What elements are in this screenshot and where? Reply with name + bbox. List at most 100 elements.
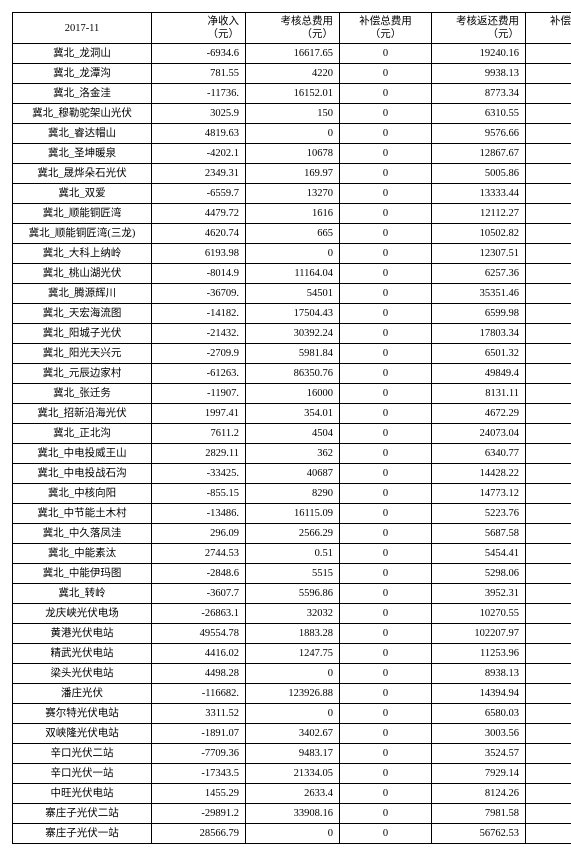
header-row: 2017-11 净收入（元） 考核总费用（元） 补偿总费用（元） 考核返还费用（… — [13, 13, 571, 44]
cell: 3311.52 — [152, 704, 246, 724]
cell: 5590.19 — [526, 644, 571, 664]
cell: 0 — [340, 564, 432, 584]
cell: 8773.34 — [432, 84, 526, 104]
row-name: 冀北_晟烨朵石光伏 — [13, 164, 152, 184]
cell: 0 — [340, 184, 432, 204]
cell: 4357.99 — [526, 84, 571, 104]
cell: 3003.56 — [432, 724, 526, 744]
row-name: 冀北_腾源辉川 — [13, 284, 152, 304]
table-row: 冀北_转岭-3607.75596.8603952.311963.24 — [13, 584, 571, 604]
cell: 56762.53 — [432, 824, 526, 844]
row-name: 冀北_招新沿海光伏 — [13, 404, 152, 424]
cell: -21432. — [152, 324, 246, 344]
cell: 9557.19 — [526, 44, 571, 64]
cell: 49554.78 — [152, 624, 246, 644]
cell: 4498.28 — [152, 664, 246, 684]
cell: 5687.58 — [432, 524, 526, 544]
cell: 3964.7 — [526, 804, 571, 824]
cell: 0 — [340, 544, 432, 564]
cell: 10270.55 — [432, 604, 526, 624]
table-row: 中旺光伏电站1455.292633.408124.264035.58 — [13, 784, 571, 804]
cell: 2320.87 — [526, 404, 571, 424]
cell: 0 — [340, 364, 432, 384]
cell: 1750.76 — [526, 744, 571, 764]
cell: 0 — [340, 344, 432, 364]
table-row: 冀北_元辰边家村-61263.86350.76049849.424761.76 — [13, 364, 571, 384]
table-row: 冀北_阳光天兴元-2709.95981.8406501.323229.41 — [13, 344, 571, 364]
row-name: 冀北_中能素汰 — [13, 544, 152, 564]
cell: 16115.09 — [246, 504, 340, 524]
cell: 0 — [246, 664, 340, 684]
header-col-2: 考核总费用（元） — [246, 13, 340, 44]
cell: 0 — [340, 404, 432, 424]
cell: 5217.08 — [526, 224, 571, 244]
row-name: 冀北_天宏海流图 — [13, 304, 152, 324]
cell: 2709.37 — [526, 544, 571, 564]
cell: 14773.12 — [432, 484, 526, 504]
cell: 0 — [340, 144, 432, 164]
cell: 7929.14 — [432, 764, 526, 784]
cell: 3229.41 — [526, 344, 571, 364]
cell: 32032 — [246, 604, 340, 624]
cell: 102207.97 — [432, 624, 526, 644]
cell: 6623.14 — [526, 184, 571, 204]
row-name: 双峡隆光伏电站 — [13, 724, 152, 744]
cell: 8124.26 — [432, 784, 526, 804]
cell: 3134.65 — [526, 104, 571, 124]
cell: 4479.72 — [152, 204, 246, 224]
cell: 0 — [340, 244, 432, 264]
table-row: 双峡隆光伏电站-1891.073402.6703003.561491.96 — [13, 724, 571, 744]
cell: -855.15 — [152, 484, 246, 504]
cell: 12867.67 — [432, 144, 526, 164]
row-name: 梁头光伏电站 — [13, 664, 152, 684]
cell: 30392.24 — [246, 324, 340, 344]
table-row: 冀北_晟烨朵石光伏2349.31169.9705005.862486.58 — [13, 164, 571, 184]
cell: 24073.04 — [432, 424, 526, 444]
row-name: 黄港光伏电站 — [13, 624, 152, 644]
cell: 16000 — [246, 384, 340, 404]
cell: 6580.03 — [432, 704, 526, 724]
cell: 0 — [340, 584, 432, 604]
cell: 123926.88 — [246, 684, 340, 704]
row-name: 冀北_张迁务 — [13, 384, 152, 404]
cell: 0 — [340, 684, 432, 704]
row-name: 冀北_中节能土木村 — [13, 504, 152, 524]
row-name: 精武光伏电站 — [13, 644, 152, 664]
cell: 354.01 — [246, 404, 340, 424]
cell: 5101.71 — [526, 604, 571, 624]
cell: 0 — [340, 164, 432, 184]
cell: 5454.41 — [432, 544, 526, 564]
cell: 0 — [340, 44, 432, 64]
cell: 5596.86 — [246, 584, 340, 604]
cell: -17343.5 — [152, 764, 246, 784]
header-col-1: 净收入（元） — [152, 13, 246, 44]
cell: 0 — [340, 604, 432, 624]
cell: 0 — [340, 124, 432, 144]
table-row: 冀北_龙洞山-6934.616617.65019240.169557.19 — [13, 44, 571, 64]
row-name: 冀北_正北沟 — [13, 424, 152, 444]
cell: 12307.51 — [432, 244, 526, 264]
header-col-5: 补偿分摊费用（元） — [526, 13, 571, 44]
cell: 0 — [340, 484, 432, 504]
cell: 28195.73 — [526, 824, 571, 844]
cell: 0 — [246, 124, 340, 144]
cell: 17504.43 — [246, 304, 340, 324]
table-row: 辛口光伏二站-7709.369483.1703524.571750.76 — [13, 744, 571, 764]
row-name: 冀北_阳城子光伏 — [13, 324, 152, 344]
cell: -1891.07 — [152, 724, 246, 744]
table-row: 冀北_中电投战石沟-33425.40687014428.227166.95 — [13, 464, 571, 484]
row-name: 冀北_圣坤暖泉 — [13, 144, 152, 164]
cell: 6257.36 — [432, 264, 526, 284]
cell: -6934.6 — [152, 44, 246, 64]
table-row: 冀北_龙潭沟781.55422009938.134936.58 — [13, 64, 571, 84]
cell: 2631.71 — [526, 564, 571, 584]
cell: 0 — [340, 204, 432, 224]
row-name: 冀北_龙洞山 — [13, 44, 152, 64]
cell: 9576.66 — [432, 124, 526, 144]
cell: 7166.95 — [526, 464, 571, 484]
table-row: 冀北_招新沿海光伏1997.41354.0104672.292320.87 — [13, 404, 571, 424]
cell: 0 — [340, 224, 432, 244]
cell: 86350.76 — [246, 364, 340, 384]
row-name: 冀北_穆勒驼架山光伏 — [13, 104, 152, 124]
cell: 16152.01 — [246, 84, 340, 104]
